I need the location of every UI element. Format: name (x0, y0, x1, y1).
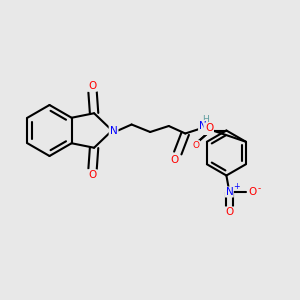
Text: O: O (192, 141, 199, 150)
Text: O: O (88, 170, 97, 180)
Text: O: O (248, 187, 256, 197)
Text: O: O (88, 81, 97, 91)
Text: O: O (225, 207, 233, 217)
Text: -: - (257, 184, 261, 193)
Text: N: N (110, 125, 118, 136)
Text: O: O (205, 124, 213, 134)
Text: O: O (171, 154, 179, 165)
Text: H: H (202, 116, 209, 124)
Text: O: O (205, 123, 213, 133)
Text: +: + (233, 182, 239, 191)
Text: N: N (226, 187, 233, 197)
Text: N: N (199, 121, 207, 131)
